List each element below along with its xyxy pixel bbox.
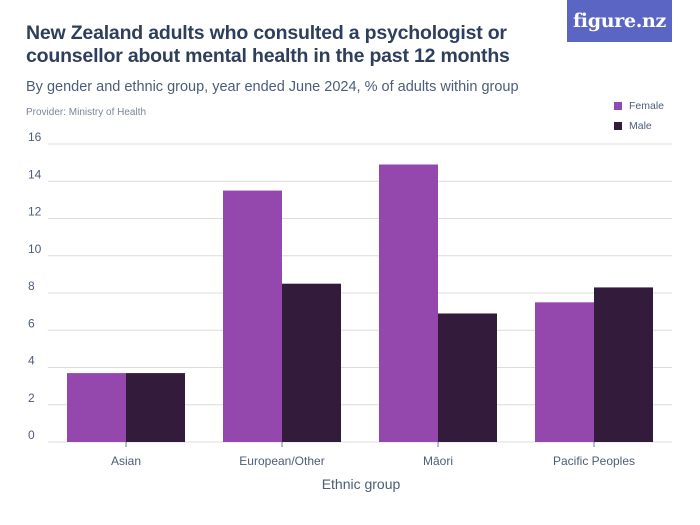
bar-female[interactable] [67, 373, 126, 442]
x-tick-label: European/Other [239, 454, 324, 468]
legend-swatch-female [614, 102, 622, 110]
legend-item-female: Female [614, 96, 664, 116]
legend-item-male: Male [614, 116, 664, 136]
chart-subtitle: By gender and ethnic group, year ended J… [26, 79, 519, 95]
y-tick-label: 0 [28, 428, 35, 442]
chart-legend: Female Male [614, 96, 664, 136]
legend-label-male: Male [629, 120, 652, 132]
x-tick-label: Asian [111, 454, 141, 468]
y-tick-label: 12 [28, 205, 42, 219]
y-tick-label: 6 [28, 316, 35, 330]
y-tick-label: 10 [28, 242, 42, 256]
bar-female[interactable] [535, 302, 594, 442]
y-axis-ticks: 0 2 4 6 8 10 12 14 16 [28, 130, 42, 442]
y-tick-label: 14 [28, 167, 42, 181]
x-axis-ticks: Asian European/Other Māori Pacific Peoples [111, 442, 635, 468]
x-axis-title: Ethnic group [322, 476, 401, 492]
y-tick-label: 2 [28, 391, 35, 405]
chart-title: New Zealand adults who consulted a psych… [26, 22, 510, 67]
x-tick-label: Māori [423, 454, 453, 468]
figure-nz-logo[interactable]: figure.nz [567, 0, 672, 42]
bars [67, 164, 653, 443]
bar-male[interactable] [594, 287, 653, 442]
x-tick-label: Pacific Peoples [553, 454, 635, 468]
y-tick-label: 16 [28, 130, 42, 144]
y-tick-label: 4 [28, 354, 35, 368]
bar-male[interactable] [126, 373, 185, 442]
legend-label-female: Female [629, 100, 665, 112]
bar-female[interactable] [379, 164, 438, 443]
legend-swatch-male [614, 122, 622, 130]
data-provider: Provider: Ministry of Health [26, 107, 147, 118]
bar-male[interactable] [438, 313, 497, 442]
y-tick-label: 8 [28, 279, 35, 293]
bar-male[interactable] [282, 283, 341, 442]
bar-female[interactable] [223, 190, 282, 442]
